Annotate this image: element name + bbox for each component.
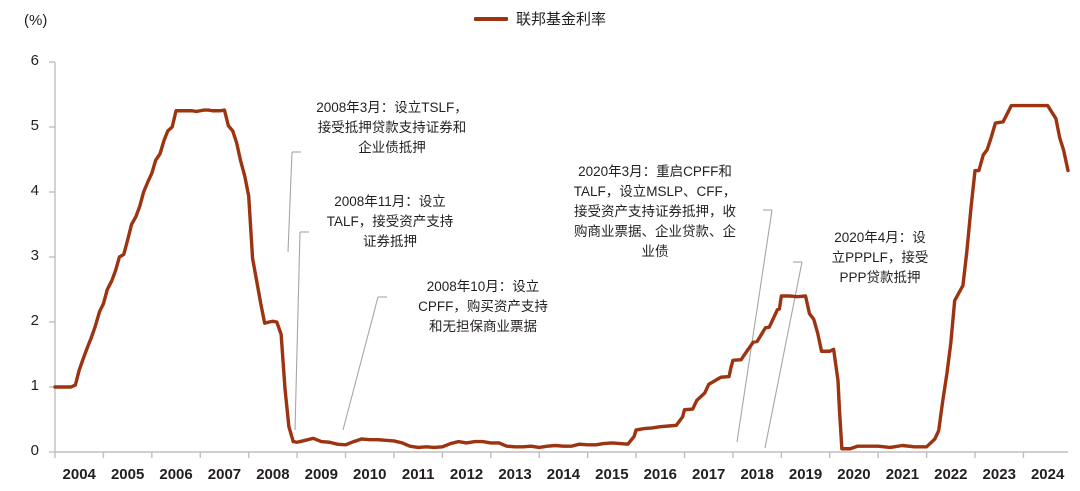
y-axis-unit-label: (%)	[24, 12, 48, 29]
x-tick-2022: 2022	[934, 466, 968, 483]
x-tick-2015: 2015	[595, 466, 629, 483]
annotation-tslf-2008-03: 2008年3月：设立TSLF， 接受抵押贷款支持证券和 企业债抵押	[316, 100, 468, 155]
x-tick-2007: 2007	[207, 466, 242, 483]
y-tick-1: 1	[30, 377, 39, 394]
leader-line-2	[294, 231, 301, 431]
leader-line-3	[342, 296, 379, 431]
annotation-ppplf-2020-04: 2020年4月：设 立PPPLF，接受 PPP贷款抵押	[831, 230, 929, 285]
y-tick-2: 2	[30, 312, 39, 329]
x-tick-2020: 2020	[837, 466, 871, 483]
annotation-leader-lines	[287, 151, 803, 449]
y-tick-3: 3	[30, 247, 39, 264]
x-tick-2017: 2017	[692, 466, 726, 483]
x-tick-2016: 2016	[643, 466, 677, 483]
x-tick-2013: 2013	[498, 466, 532, 483]
x-tick-2014: 2014	[546, 466, 581, 483]
leader-line-4	[736, 209, 773, 443]
leader-line-1	[287, 151, 293, 253]
x-tick-2012: 2012	[449, 466, 484, 483]
annotation-talf-2008-11: 2008年11月：设立 TALF，接受资产支持 证券抵押	[326, 194, 454, 249]
annotation-facilities-2020-03: 2020年3月：重启CPFF和 TALF，设立MSLP、CFF， 接受资产支持证…	[573, 164, 737, 259]
x-tick-2008: 2008	[256, 466, 290, 483]
annotation-cpff-2008-10: 2008年10月：设立 CPFF，购买资产支持 和无担保商业票据	[418, 279, 548, 334]
x-tick-2018: 2018	[740, 466, 774, 483]
x-tick-2021: 2021	[885, 466, 920, 483]
x-tick-2024: 2024	[1030, 466, 1065, 483]
x-tick-2006: 2006	[159, 466, 193, 483]
y-tick-5: 5	[30, 117, 39, 134]
x-tick-2009: 2009	[304, 466, 338, 483]
leader-line-5	[764, 261, 803, 449]
x-tick-2023: 2023	[982, 466, 1016, 483]
series-line-fed-funds-rate	[53, 103, 1070, 451]
y-tick-0: 0	[30, 442, 39, 459]
x-tick-2004: 2004	[62, 466, 96, 483]
x-tick-2011: 2011	[401, 466, 435, 483]
x-tick-2005: 2005	[110, 466, 145, 483]
x-tick-2010: 2010	[353, 466, 387, 483]
x-tick-2019: 2019	[788, 466, 823, 483]
y-tick-6: 6	[30, 52, 39, 69]
y-tick-4: 4	[30, 182, 39, 199]
